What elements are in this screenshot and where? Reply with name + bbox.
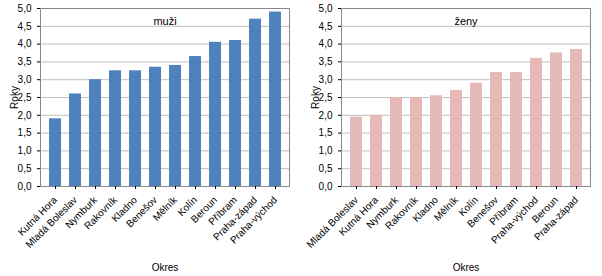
svg-text:Rakovník: Rakovník xyxy=(382,194,421,232)
svg-text:3,0: 3,0 xyxy=(18,74,32,85)
svg-text:3,5: 3,5 xyxy=(319,56,333,67)
svg-text:1,5: 1,5 xyxy=(319,127,333,138)
svg-text:Mladá Boleslav: Mladá Boleslav xyxy=(304,194,361,250)
svg-text:Beroun: Beroun xyxy=(188,194,220,225)
svg-text:2,5: 2,5 xyxy=(18,92,32,103)
svg-text:1,0: 1,0 xyxy=(319,145,333,156)
svg-text:Nymburk: Nymburk xyxy=(63,194,100,231)
svg-text:ženy: ženy xyxy=(454,15,478,27)
svg-text:Kutná Hora: Kutná Hora xyxy=(15,194,60,238)
svg-text:4,0: 4,0 xyxy=(18,38,32,49)
svg-text:4,5: 4,5 xyxy=(18,21,32,32)
svg-text:0,0: 0,0 xyxy=(18,181,32,192)
svg-text:Mělník: Mělník xyxy=(151,194,180,223)
svg-text:2,5: 2,5 xyxy=(319,92,333,103)
svg-text:4,0: 4,0 xyxy=(319,38,333,49)
svg-text:Mladá Boleslav: Mladá Boleslav xyxy=(23,194,80,250)
svg-text:Příbram: Příbram xyxy=(206,194,240,228)
svg-text:Benešov: Benešov xyxy=(123,194,160,230)
svg-text:Kutná Hora: Kutná Hora xyxy=(336,194,381,238)
svg-text:Praha-východ: Praha-východ xyxy=(488,194,541,246)
svg-text:1,0: 1,0 xyxy=(18,145,32,156)
svg-text:3,0: 3,0 xyxy=(319,74,333,85)
svg-text:3,5: 3,5 xyxy=(18,56,32,67)
svg-text:Příbram: Příbram xyxy=(487,194,521,228)
svg-text:Benešov: Benešov xyxy=(464,194,501,230)
svg-text:Kladno: Kladno xyxy=(410,194,441,224)
svg-text:5,0: 5,0 xyxy=(18,3,32,14)
svg-text:Kolín: Kolín xyxy=(175,194,200,219)
svg-text:Okres: Okres xyxy=(453,262,480,273)
svg-text:2,0: 2,0 xyxy=(18,110,32,121)
svg-text:Okres: Okres xyxy=(152,262,179,273)
svg-text:Roky: Roky xyxy=(310,86,321,109)
svg-text:0,5: 0,5 xyxy=(319,163,333,174)
svg-text:Nymburk: Nymburk xyxy=(364,194,401,231)
svg-text:Praha-západ: Praha-západ xyxy=(210,194,260,243)
svg-text:0,5: 0,5 xyxy=(18,163,32,174)
svg-text:Roky: Roky xyxy=(9,86,20,109)
svg-text:Kladno: Kladno xyxy=(109,194,140,224)
svg-text:5,0: 5,0 xyxy=(319,3,333,14)
svg-text:0,0: 0,0 xyxy=(319,181,333,192)
svg-text:4,5: 4,5 xyxy=(319,21,333,32)
svg-text:Praha-západ: Praha-západ xyxy=(532,194,580,242)
svg-text:2,0: 2,0 xyxy=(319,110,333,121)
svg-text:Mělník: Mělník xyxy=(432,194,461,223)
svg-text:Kolín: Kolín xyxy=(456,194,481,219)
svg-text:1,5: 1,5 xyxy=(18,127,32,138)
svg-text:Rakovník: Rakovník xyxy=(81,194,120,232)
svg-text:Praha-východ: Praha-východ xyxy=(228,194,279,245)
svg-text:Beroun: Beroun xyxy=(529,194,561,225)
svg-text:muži: muži xyxy=(153,15,176,27)
